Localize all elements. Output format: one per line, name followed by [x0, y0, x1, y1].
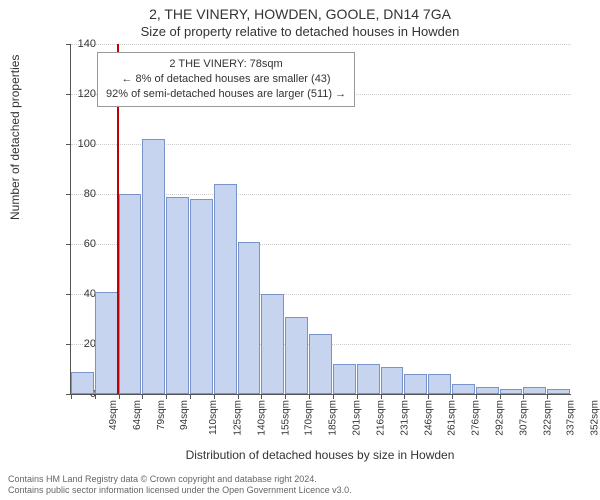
xtick-label: 110sqm [208, 400, 219, 435]
xtick-label: 352sqm [590, 400, 600, 436]
xtick-label: 170sqm [304, 400, 315, 436]
xtick-mark [476, 394, 477, 399]
histogram-bar [190, 199, 213, 394]
histogram-bar [119, 194, 142, 394]
histogram-bar [523, 387, 546, 395]
xtick-label: 276sqm [471, 400, 482, 436]
histogram-bar [452, 384, 475, 394]
histogram-bar [500, 389, 523, 394]
xtick-label: 155sqm [280, 400, 291, 436]
xtick-label: 49sqm [108, 400, 119, 430]
ytick-label: 120 [66, 88, 96, 100]
xtick-label: 201sqm [352, 400, 363, 436]
xtick-mark [523, 394, 524, 399]
histogram-bar [404, 374, 427, 394]
plot-area: 49sqm64sqm79sqm94sqm110sqm125sqm140sqm15… [70, 44, 571, 395]
histogram-bar [357, 364, 380, 394]
info-box-line: 92% of semi-detached houses are larger (… [106, 87, 346, 102]
histogram-bar [238, 242, 261, 395]
xtick-label: 79sqm [156, 400, 167, 430]
gridline [71, 44, 571, 45]
xtick-mark [166, 394, 167, 399]
xtick-mark [452, 394, 453, 399]
chart-title-sub: Size of property relative to detached ho… [0, 24, 600, 39]
histogram-bar [142, 139, 165, 394]
histogram-bar [547, 389, 570, 394]
histogram-bar [285, 317, 308, 395]
xtick-label: 125sqm [233, 400, 244, 436]
ytick-label: 140 [66, 38, 96, 50]
y-axis-label: Number of detached properties [8, 55, 22, 220]
histogram-bar [381, 367, 404, 395]
xtick-label: 64sqm [132, 400, 143, 430]
xtick-label: 337sqm [566, 400, 577, 436]
histogram-bar [428, 374, 451, 394]
histogram-bar [95, 292, 118, 395]
histogram-bar [214, 184, 237, 394]
ytick-label: 80 [66, 188, 96, 200]
xtick-label: 185sqm [328, 400, 339, 436]
xtick-label: 322sqm [542, 400, 553, 436]
xtick-mark [333, 394, 334, 399]
copyright-line-1: Contains HM Land Registry data © Crown c… [8, 474, 352, 485]
xtick-mark [238, 394, 239, 399]
xtick-mark [261, 394, 262, 399]
xtick-label: 231sqm [399, 400, 410, 436]
xtick-mark [309, 394, 310, 399]
xtick-label: 140sqm [256, 400, 267, 436]
histogram-bar [166, 197, 189, 395]
histogram-bar [333, 364, 356, 394]
xtick-mark [381, 394, 382, 399]
ytick-label: 60 [66, 238, 96, 250]
xtick-mark [404, 394, 405, 399]
histogram-bar [476, 387, 499, 395]
x-axis-label: Distribution of detached houses by size … [70, 448, 570, 462]
chart-title-main: 2, THE VINERY, HOWDEN, GOOLE, DN14 7GA [0, 6, 600, 22]
copyright-notice: Contains HM Land Registry data © Crown c… [8, 474, 352, 496]
xtick-mark [119, 394, 120, 399]
xtick-mark [190, 394, 191, 399]
info-box: 2 THE VINERY: 78sqm← 8% of detached hous… [97, 52, 355, 107]
xtick-label: 94sqm [179, 400, 190, 430]
histogram-bar [71, 372, 94, 395]
info-box-line: ← 8% of detached houses are smaller (43) [106, 72, 346, 87]
xtick-mark [357, 394, 358, 399]
xtick-mark [547, 394, 548, 399]
xtick-label: 307sqm [518, 400, 529, 436]
xtick-mark [142, 394, 143, 399]
ytick-label: 20 [66, 338, 96, 350]
xtick-label: 261sqm [447, 400, 458, 436]
xtick-label: 216sqm [375, 400, 386, 436]
xtick-label: 246sqm [423, 400, 434, 436]
xtick-mark [285, 394, 286, 399]
ytick-label: 100 [66, 138, 96, 150]
xtick-mark [500, 394, 501, 399]
histogram-bar [261, 294, 284, 394]
xtick-mark [214, 394, 215, 399]
copyright-line-2: Contains public sector information licen… [8, 485, 352, 496]
histogram-bar [309, 334, 332, 394]
info-box-line: 2 THE VINERY: 78sqm [106, 57, 346, 72]
ytick-label: 40 [66, 288, 96, 300]
xtick-label: 292sqm [495, 400, 506, 436]
xtick-mark [428, 394, 429, 399]
